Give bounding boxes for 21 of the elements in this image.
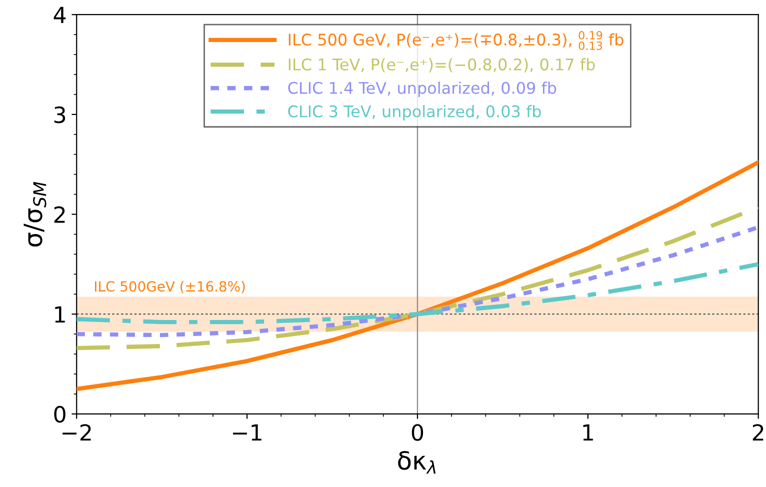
x-tick-label: 0 — [412, 424, 424, 441]
band-label: ILC 500GeV (±16.8%) — [95, 280, 245, 294]
y-tick-label: 3 — [54, 106, 66, 124]
y-tick-label: 2 — [54, 206, 65, 223]
legend-label: CLIC 1.4 TeV, unpolarized, 0.09 fb — [288, 82, 556, 98]
y-tick-label: 1 — [55, 306, 65, 323]
x-tick-label: 2 — [752, 424, 764, 441]
legend-label: CLIC 3 TeV, unpolarized, 0.03 fb — [288, 105, 541, 120]
x-axis-title: δκ$_{λ}$ — [398, 450, 436, 474]
line-series — [76, 262, 758, 324]
line-series — [76, 225, 758, 338]
legend-label: ILC 500 GeV, P(e⁻,e⁺)=(∓0.8,±0.3), $^{0.19}$ $_{0.13}$ fb — [288, 30, 624, 50]
y-axis-title: σ/σ$_{SM}$ — [24, 182, 46, 247]
y-tick-label: 0 — [54, 406, 66, 423]
line-series — [76, 205, 758, 350]
y-tick-label: 4 — [54, 6, 66, 24]
legend-label: ILC 1 TeV, P(e⁻,e⁺)=(−0.8,0.2), 0.17 fb — [288, 58, 595, 72]
x-tick-label: 1 — [583, 424, 593, 441]
x-tick-label: −1 — [233, 424, 262, 441]
x-tick-label: −2 — [62, 424, 91, 441]
line-series — [76, 160, 758, 392]
